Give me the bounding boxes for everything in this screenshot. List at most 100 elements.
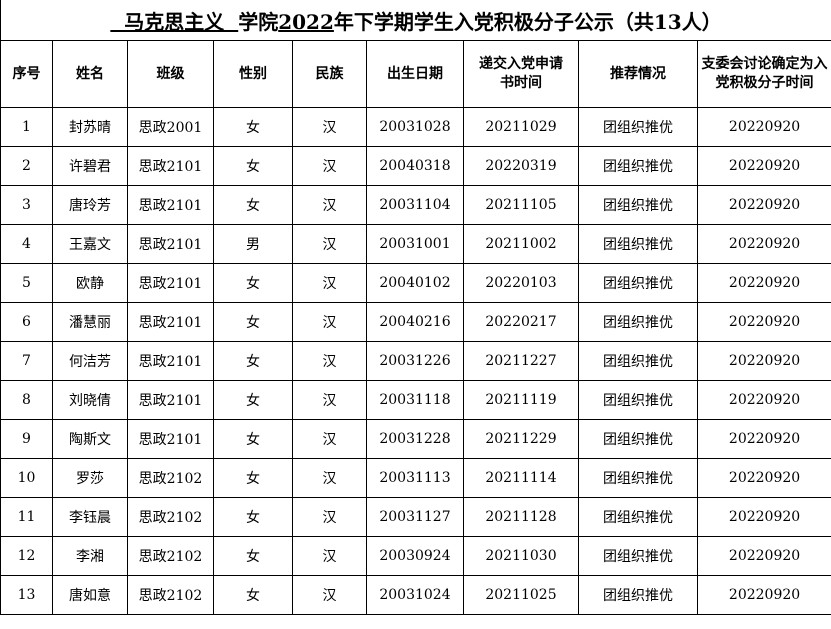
cell-name: 潘慧丽	[52, 302, 128, 342]
cell-index: 8	[0, 380, 53, 420]
cell-class: 思政2101	[127, 341, 214, 381]
cell-index: 13	[0, 575, 53, 615]
cell-gender: 女	[213, 419, 293, 459]
cell-application-date: 20211114	[463, 458, 579, 498]
cell-index: 4	[0, 224, 53, 264]
cell-application-date: 20211029	[463, 107, 579, 147]
cell-class: 思政2101	[127, 146, 214, 186]
title-text: 学院	[238, 9, 279, 34]
cell-class: 思政2102	[127, 536, 214, 576]
cell-confirmation-date: 20220920	[696, 341, 831, 381]
cell-index: 12	[0, 536, 53, 576]
cell-gender: 男	[213, 224, 293, 264]
header-col-class: 班级	[127, 40, 214, 108]
cell-recommendation: 团组织推优	[578, 380, 698, 420]
cell-confirmation-date: 20220920	[696, 146, 831, 186]
cell-ethnicity: 汉	[292, 458, 367, 498]
cell-ethnicity: 汉	[292, 497, 367, 537]
cell-application-date: 20211229	[463, 419, 579, 459]
cell-gender: 女	[213, 341, 293, 381]
cell-name: 欧静	[52, 263, 128, 303]
cell-index: 1	[0, 107, 53, 147]
cell-recommendation: 团组织推优	[578, 302, 698, 342]
cell-confirmation-date: 20220920	[696, 575, 831, 615]
cell-class: 思政2101	[127, 419, 214, 459]
cell-confirmation-date: 20220920	[696, 380, 831, 420]
title-year: 2022	[278, 9, 334, 34]
cell-class: 思政2001	[127, 107, 214, 147]
table-row: 4 王嘉文 思政2101 男汉 20031001 20211002 团组织推优 2022092…	[0, 224, 831, 264]
cell-gender: 女	[213, 536, 293, 576]
cell-index: 6	[0, 302, 53, 342]
cell-index: 3	[0, 185, 53, 225]
cell-recommendation: 团组织推优	[578, 185, 698, 225]
table-row: 5 欧静 思政2101 女汉 20040102 20220103 团组织推优 20220920	[0, 263, 831, 303]
cell-index: 9	[0, 419, 53, 459]
cell-application-date: 20211119	[463, 380, 579, 420]
cell-birthdate: 20031001	[366, 224, 464, 264]
cell-name: 何洁芳	[52, 341, 128, 381]
cell-application-date: 20211227	[463, 341, 579, 381]
cell-gender: 女	[213, 146, 293, 186]
cell-recommendation: 团组织推优	[578, 419, 698, 459]
cell-name: 罗莎	[52, 458, 128, 498]
table-row: 10 罗莎 思政2102 女汉 20031113 20211114 团组织推优 2022092…	[0, 458, 831, 498]
cell-recommendation: 团组织推优	[578, 224, 698, 264]
cell-birthdate: 20030924	[366, 536, 464, 576]
cell-ethnicity: 汉	[292, 341, 367, 381]
cell-application-date: 20220103	[463, 263, 579, 303]
cell-ethnicity: 汉	[292, 419, 367, 459]
cell-index: 2	[0, 146, 53, 186]
table-row: 6 潘慧丽 思政2101 女汉 20040216 20220217 团组织推优 2022092…	[0, 302, 831, 342]
cell-recommendation: 团组织推优	[578, 341, 698, 381]
activist-list-table: 马克思主义 学院2022年下学期学生入党积极分子公示（共13人） 序号 姓名 班级性…	[0, 0, 831, 615]
cell-index: 7	[0, 341, 53, 381]
table-row: 7 何洁芳 思政2101 女汉 20031226 20211227 团组织推优 2022092…	[0, 341, 831, 381]
cell-ethnicity: 汉	[292, 302, 367, 342]
cell-class: 思政2102	[127, 458, 214, 498]
title-college: 马克思主义	[110, 9, 239, 34]
cell-birthdate: 20040318	[366, 146, 464, 186]
cell-class: 思政2101	[127, 380, 214, 420]
cell-recommendation: 团组织推优	[578, 146, 698, 186]
cell-recommendation: 团组织推优	[578, 107, 698, 147]
cell-ethnicity: 汉	[292, 263, 367, 303]
cell-gender: 女	[213, 380, 293, 420]
cell-index: 11	[0, 497, 53, 537]
cell-confirmation-date: 20220920	[696, 302, 831, 342]
cell-ethnicity: 汉	[292, 146, 367, 186]
header-col-gender: 性别	[213, 40, 293, 108]
header-col-name: 姓名	[52, 40, 128, 108]
cell-confirmation-date: 20220920	[696, 536, 831, 576]
cell-confirmation-date: 20220920	[696, 224, 831, 264]
cell-name: 许碧君	[52, 146, 128, 186]
cell-birthdate: 20040216	[366, 302, 464, 342]
cell-class: 思政2102	[127, 575, 214, 615]
cell-recommendation: 团组织推优	[578, 458, 698, 498]
table-row: 3 唐玲芳 思政2101 女汉 20031104 20211105 团组织推优 2022092…	[0, 185, 831, 225]
cell-gender: 女	[213, 107, 293, 147]
cell-confirmation-date: 20220920	[696, 497, 831, 537]
header-col-recommendation: 推荐情况	[578, 40, 698, 108]
cell-name: 唐如意	[52, 575, 128, 615]
cell-application-date: 20220217	[463, 302, 579, 342]
cell-confirmation-date: 20220920	[696, 458, 831, 498]
cell-ethnicity: 汉	[292, 224, 367, 264]
cell-gender: 女	[213, 575, 293, 615]
page-title: 马克思主义 学院2022年下学期学生入党积极分子公示（共13人）	[0, 0, 831, 41]
cell-class: 思政2101	[127, 185, 214, 225]
cell-birthdate: 20031104	[366, 185, 464, 225]
cell-ethnicity: 汉	[292, 107, 367, 147]
cell-recommendation: 团组织推优	[578, 575, 698, 615]
cell-birthdate: 20031024	[366, 575, 464, 615]
cell-name: 李湘	[52, 536, 128, 576]
table-row: 11 李钰晨 思政2102 女汉 20031127 20211128 团组织推优 202209…	[0, 497, 831, 537]
table-row: 2 许碧君 思政2101 女汉 20040318 20220319 团组织推优 2022092…	[0, 146, 831, 186]
cell-gender: 女	[213, 263, 293, 303]
cell-birthdate: 20031118	[366, 380, 464, 420]
cell-gender: 女	[213, 302, 293, 342]
table-row: 9 陶斯文 思政2101 女汉 20031228 20211229 团组织推优 2022092…	[0, 419, 831, 459]
cell-ethnicity: 汉	[292, 380, 367, 420]
cell-class: 思政2102	[127, 497, 214, 537]
cell-class: 思政2101	[127, 263, 214, 303]
